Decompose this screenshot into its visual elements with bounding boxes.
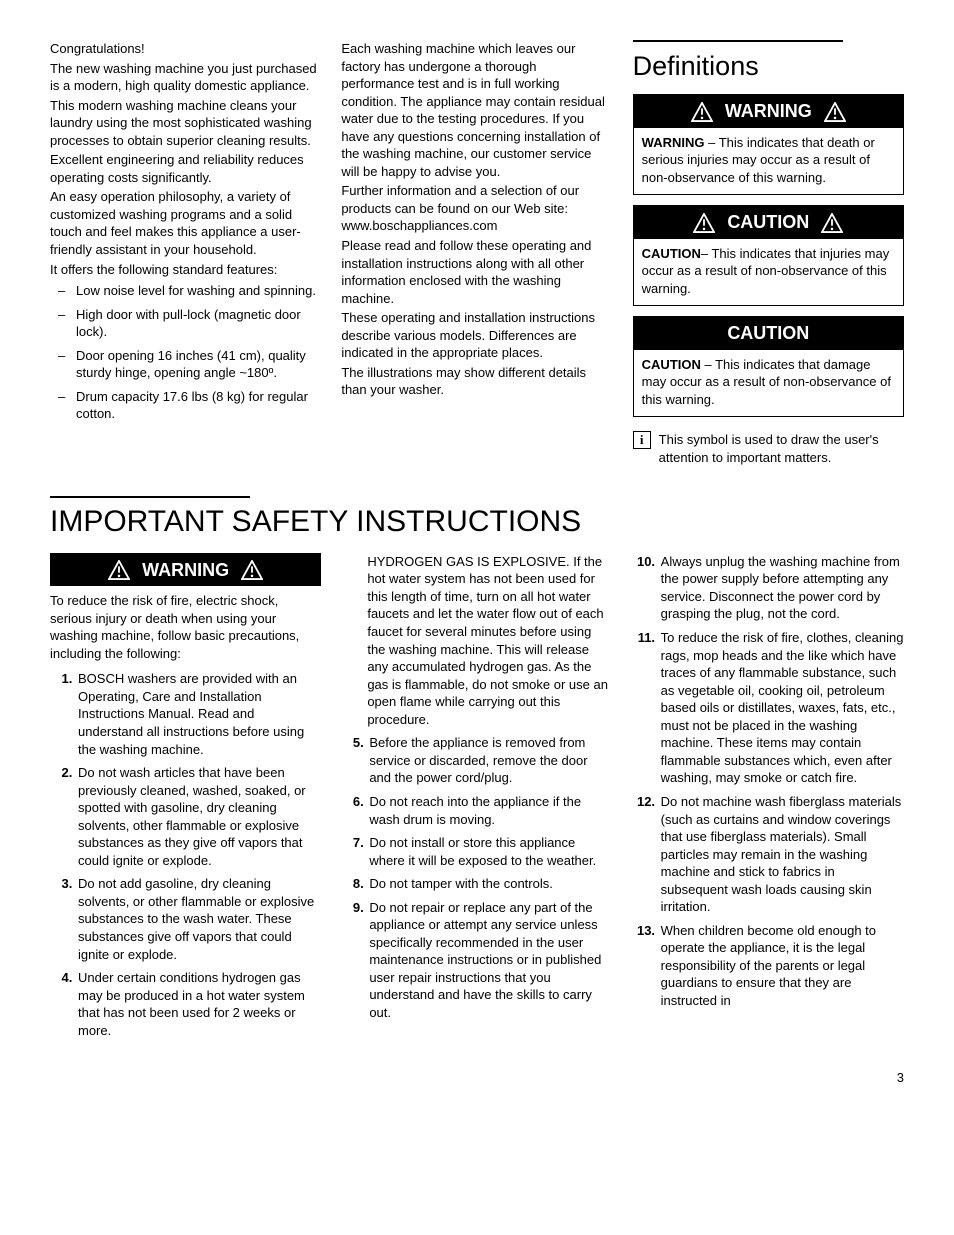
warning-triangle-icon [821, 213, 843, 233]
warning-header: WARNING [634, 95, 903, 127]
feature-item: High door with pull-lock (magnetic door … [76, 306, 321, 341]
warning-triangle-icon [241, 560, 263, 580]
safety-item: Do not tamper with the controls. [367, 875, 612, 893]
hydrogen-note: HYDROGEN GAS IS EXPLOSIVE. If the hot wa… [367, 553, 612, 728]
safety-item: Under certain conditions hydrogen gas ma… [76, 969, 321, 1039]
warning-triangle-icon [108, 560, 130, 580]
intro-p3: This modern washing machine cleans your … [50, 97, 321, 150]
safety-list-2: Before the appliance is removed from ser… [341, 734, 612, 1021]
caution-body: CAUTION– This indicates that injuries ma… [634, 239, 903, 306]
safety-item: Do not install or store this appliance w… [367, 834, 612, 869]
safety-item: Do not reach into the appliance if the w… [367, 793, 612, 828]
congrats: Congratulations! [50, 40, 321, 58]
col2-p4: These operating and installation instruc… [341, 309, 612, 362]
safety-intro: To reduce the risk of fire, electric sho… [50, 592, 321, 662]
info-icon: i [633, 431, 651, 449]
feature-item: Drum capacity 17.6 lbs (8 kg) for regula… [76, 388, 321, 423]
warning-box: WARNING WARNING – This indicates that de… [633, 94, 904, 195]
section-rule [633, 40, 843, 42]
safety-warning-header-text: WARNING [142, 558, 229, 582]
safety-col-3: Always unplug the washing machine from t… [633, 553, 904, 1045]
safety-warning-box: WARNING [50, 553, 321, 586]
warning-triangle-icon [693, 213, 715, 233]
intro-p4: Excellent engineering and reliability re… [50, 151, 321, 186]
info-row: i This symbol is used to draw the user's… [633, 431, 904, 466]
col2-p1: Each washing machine which leaves our fa… [341, 40, 612, 180]
feature-item: Door opening 16 inches (41 cm), quality … [76, 347, 321, 382]
caution-plain-header-text: CAUTION [727, 321, 809, 345]
col2-p2: Further information and a selection of o… [341, 182, 612, 235]
safety-item: Always unplug the washing machine from t… [659, 553, 904, 623]
info-text: This symbol is used to draw the user's a… [659, 431, 904, 466]
safety-item: BOSCH washers are provided with an Opera… [76, 670, 321, 758]
safety-col-1: WARNING To reduce the risk of fire, elec… [50, 553, 321, 1045]
safety-columns: WARNING To reduce the risk of fire, elec… [50, 553, 904, 1045]
intro-col-1: Congratulations! The new washing machine… [50, 40, 321, 466]
col2-p5: The illustrations may show different det… [341, 364, 612, 399]
intro-p5: An easy operation philosophy, a variety … [50, 188, 321, 258]
caution-header: CAUTION [634, 206, 903, 238]
warning-header-text: WARNING [725, 99, 812, 123]
caution-plain-body: CAUTION – This indicates that damage may… [634, 350, 903, 417]
warning-triangle-icon [691, 102, 713, 122]
safety-col-2: HYDROGEN GAS IS EXPLOSIVE. If the hot wa… [341, 553, 612, 1045]
caution-lead: CAUTION [642, 246, 701, 261]
safety-item: When children become old enough to opera… [659, 922, 904, 1010]
caution-plain-lead: CAUTION [642, 357, 701, 372]
warning-triangle-icon [824, 102, 846, 122]
page-number: 3 [50, 1069, 904, 1087]
definitions-title: Definitions [633, 48, 904, 84]
caution-plain-box: CAUTION CAUTION – This indicates that da… [633, 316, 904, 417]
caution-header-text: CAUTION [727, 210, 809, 234]
feature-item: Low noise level for washing and spinning… [76, 282, 321, 300]
safety-warning-header: WARNING [51, 554, 320, 586]
safety-item: Do not repair or replace any part of the… [367, 899, 612, 1022]
safety-list-1: BOSCH washers are provided with an Opera… [50, 670, 321, 1039]
safety-list-3: Always unplug the washing machine from t… [633, 553, 904, 1010]
caution-plain-header: CAUTION [634, 317, 903, 349]
safety-item: Do not machine wash fiberglass materials… [659, 793, 904, 916]
definitions-col: Definitions WARNING WARNING – This indic… [633, 40, 904, 466]
safety-item: Before the appliance is removed from ser… [367, 734, 612, 787]
intro-col-2: Each washing machine which leaves our fa… [341, 40, 612, 466]
col2-p3: Please read and follow these operating a… [341, 237, 612, 307]
features-list: Low noise level for washing and spinning… [50, 282, 321, 423]
caution-box: CAUTION CAUTION– This indicates that inj… [633, 205, 904, 306]
warning-lead: WARNING [642, 135, 705, 150]
warning-body: WARNING – This indicates that death or s… [634, 128, 903, 195]
safety-item: To reduce the risk of fire, clothes, cle… [659, 629, 904, 787]
intro-p6: It offers the following standard feature… [50, 261, 321, 279]
intro-p2: The new washing machine you just purchas… [50, 60, 321, 95]
safety-item: Do not wash articles that have been prev… [76, 764, 321, 869]
intro-section: Congratulations! The new washing machine… [50, 40, 904, 466]
section-rule [50, 496, 250, 498]
safety-item: Do not add gasoline, dry cleaning solven… [76, 875, 321, 963]
safety-title: IMPORTANT SAFETY INSTRUCTIONS [50, 502, 904, 543]
